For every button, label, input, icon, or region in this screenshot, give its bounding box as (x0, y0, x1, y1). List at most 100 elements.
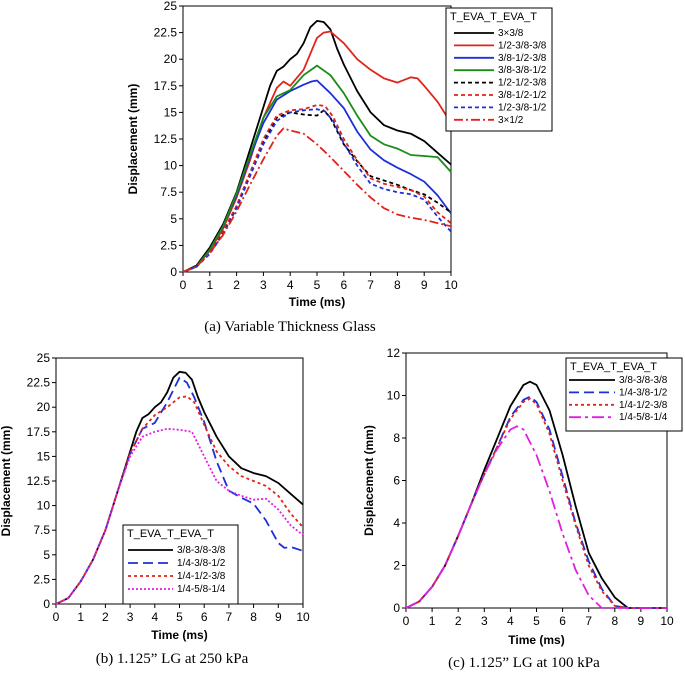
y-tick-label: 6 (393, 474, 400, 488)
y-tick-label: 17.5 (154, 79, 178, 93)
x-tick-label: 4 (287, 278, 294, 292)
x-tick-label: 2 (102, 610, 109, 624)
x-tick-label: 6 (201, 610, 208, 624)
legend-entry: 3×1/2 (498, 115, 524, 126)
y-tick-label: 25 (164, 0, 178, 13)
x-tick-label: 2 (455, 614, 462, 628)
x-tick-label: 0 (180, 278, 187, 292)
legend-title: T_EVA_T_EVA_T (570, 361, 657, 373)
y-tick-label: 4 (393, 516, 400, 530)
legend-title: T_EVA_T_EVA_T (450, 11, 537, 23)
legend-entry: 3/8-3/8-3/8 (177, 545, 226, 556)
x-tick-label: 1 (206, 278, 213, 292)
y-tick-label: 5 (43, 548, 50, 562)
y-axis-label: Displacement (mm) (0, 426, 13, 537)
y-tick-label: 0 (393, 601, 400, 615)
y-axis-label: Displacement (mm) (126, 84, 140, 195)
y-tick-label: 0 (170, 265, 177, 279)
x-tick-label: 8 (611, 614, 618, 628)
x-tick-label: 2 (233, 278, 240, 292)
y-tick-label: 5 (170, 212, 177, 226)
y-tick-label: 25 (37, 351, 51, 365)
y-tick-label: 10 (164, 159, 178, 173)
y-tick-label: 2 (393, 559, 400, 573)
y-axis-label: Displacement (mm) (362, 425, 376, 536)
y-tick-label: 22.5 (154, 26, 178, 40)
x-tick-label: 3 (260, 278, 267, 292)
x-tick-label: 8 (250, 610, 257, 624)
panel-b: 0 1 2 3 4 5 6 7 8 9 10 0 2.5 5 7.5 10 12.5 15 17.5 20 22.5 25… (0, 351, 310, 642)
legend-entry: 1/2-3/8-3/8 (498, 40, 547, 51)
x-tick-label: 7 (585, 614, 592, 628)
x-tick-label: 5 (314, 278, 321, 292)
legend-entry: 3×3/8 (498, 28, 524, 39)
legend-box (565, 357, 683, 432)
x-tick-label: 0 (53, 610, 60, 624)
series-line-8 (182, 127, 452, 273)
y-tick-label: 20 (37, 400, 51, 414)
caption-c: (c) 1.125” LG at 100 kPa (448, 655, 600, 671)
legend-entry: 3/8-3/8-1/2 (498, 65, 547, 76)
legend-title: T_EVA_T_EVA_T (127, 528, 214, 540)
x-axis-label: Time (ms) (151, 628, 207, 642)
y-tick-label: 7.5 (33, 523, 50, 537)
x-tick-label: 6 (340, 278, 347, 292)
caption-a: (a) Variable Thickness Glass (204, 319, 376, 335)
x-tick-label: 5 (176, 610, 183, 624)
series-line-4 (405, 425, 667, 609)
y-tick-label: 12.5 (154, 132, 178, 146)
legend-entry: 1/4-1/2-3/8 (177, 571, 226, 582)
y-tick-label: 0 (43, 597, 50, 611)
series-line-3 (55, 395, 304, 605)
series-line-4 (55, 427, 304, 605)
x-tick-label: 0 (403, 614, 410, 628)
x-tick-label: 1 (429, 614, 436, 628)
legend-entry: 1/4-3/8-1/2 (619, 387, 668, 398)
x-tick-label: 7 (226, 610, 233, 624)
x-tick-label: 6 (559, 614, 566, 628)
legend-entry: 1/4-5/8-1/4 (619, 412, 668, 423)
x-tick-label: 7 (367, 278, 374, 292)
y-tick-label: 17.5 (27, 425, 51, 439)
x-tick-label: 10 (296, 610, 310, 624)
legend-entry: 1/4-1/2-3/8 (619, 400, 668, 411)
y-tick-label: 7.5 (160, 185, 177, 199)
y-tick-label: 10 (37, 499, 51, 513)
y-tick-label: 2.5 (160, 238, 177, 252)
legend-entry: 1/2-3/8-1/2 (498, 102, 547, 113)
y-tick-label: 15 (37, 449, 51, 463)
x-tick-label: 4 (507, 614, 514, 628)
caption-b: (b) 1.125” LG at 250 kPa (96, 651, 249, 667)
y-tick-label: 10 (387, 389, 401, 403)
y-tick-label: 8 (393, 431, 400, 445)
x-tick-label: 1 (77, 610, 84, 624)
x-tick-label: 10 (444, 278, 458, 292)
series-line-7 (182, 108, 452, 273)
x-tick-label: 4 (151, 610, 158, 624)
legend: T_EVA_T_EVA_T3/8-3/8-3/81/4-3/8-1/21/4-1… (565, 357, 683, 432)
legend: T_EVA_T_EVA_T 3×3/81/2-3/8-3/8 3/8-1/2-3/8… (445, 7, 553, 132)
x-tick-label: 3 (127, 610, 134, 624)
x-axis-label: Time (ms) (508, 633, 564, 647)
legend-box (122, 524, 239, 605)
series-line-6 (182, 104, 452, 273)
y-tick-label: 15 (164, 105, 178, 119)
legend-entry: 1/4-5/8-1/4 (177, 584, 226, 595)
panel-a: 0 1 2 3 4 5 6 7 8 9 10 0 2.5 5 7.5 10 12.5 15 17.5 20 22.5 25… (126, 0, 553, 309)
x-tick-label: 9 (275, 610, 282, 624)
y-tick-label: 12 (387, 346, 401, 360)
x-axis-label: Time (ms) (289, 295, 345, 309)
series-line-3 (405, 397, 667, 609)
y-tick-label: 12.5 (27, 474, 51, 488)
legend-entry: 1/2-1/2-3/8 (498, 78, 547, 89)
series-line-2 (55, 376, 304, 605)
legend-entry: 3/8-1/2-1/2 (498, 90, 547, 101)
x-tick-label: 3 (481, 614, 488, 628)
y-tick-label: 20 (164, 52, 178, 66)
y-tick-label: 22.5 (27, 376, 51, 390)
legend: T_EVA_T_EVA_T3/8-3/8-3/81/4-3/8-1/21/4-1… (122, 524, 239, 605)
legend-entry: 3/8-1/2-3/8 (498, 53, 547, 64)
x-tick-label: 8 (394, 278, 401, 292)
